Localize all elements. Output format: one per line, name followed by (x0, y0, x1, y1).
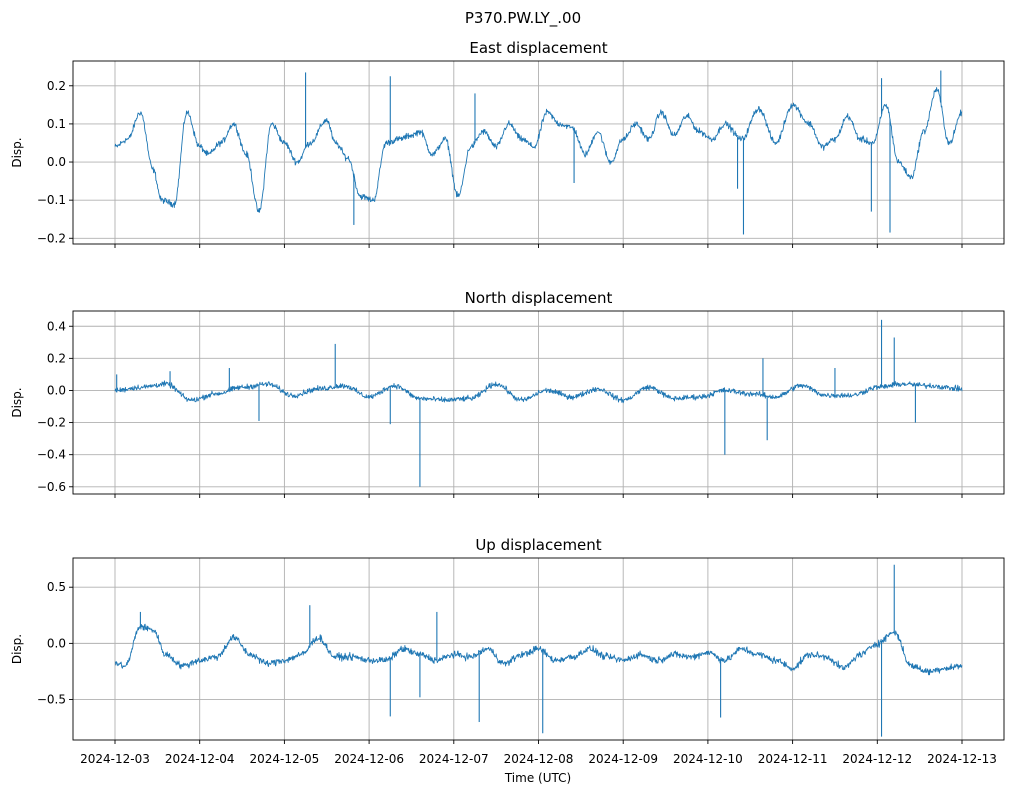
x-tick-label-0: 2024-12-03 (80, 752, 150, 766)
y-tick-label-5: 0.4 (47, 319, 66, 333)
x-tick-label-1: 2024-12-04 (165, 752, 235, 766)
series-line (114, 380, 963, 404)
x-tick-label-10: 2024-12-13 (927, 752, 997, 766)
y-axis-label: Disp. (10, 137, 24, 167)
subplot-title: North displacement (465, 289, 613, 307)
x-tick-label-8: 2024-12-11 (758, 752, 828, 766)
y-axis-label: Disp. (10, 634, 24, 664)
y-tick-label-3: 0.1 (47, 117, 66, 131)
y-tick-label-4: 0.2 (47, 351, 66, 365)
x-tick-label-3: 2024-12-06 (334, 752, 404, 766)
y-tick-label-2: −0.2 (37, 416, 66, 430)
y-tick-label-3: 0.0 (47, 383, 66, 397)
subplot-3: Up displacement −0.5 0.0 0.5 Disp. 2024-12-03… (10, 536, 1005, 766)
figure-title: P370.PW.LY_.00 (465, 9, 581, 28)
y-tick-label-1: 0.0 (47, 636, 66, 650)
subplot-title: East displacement (469, 39, 607, 57)
subplot-2: North displacement −0.6 −0.4 −0.2 0.0 0.2 0.4 D… (10, 289, 1005, 498)
x-tick-label-4: 2024-12-07 (419, 752, 489, 766)
subplots: East displacement−0.2−0.10.00.10.2Disp.N… (10, 39, 1005, 766)
y-tick-label-4: 0.2 (47, 79, 66, 93)
y-tick-label-1: −0.1 (37, 193, 66, 207)
y-axis-label: Disp. (10, 387, 24, 417)
series-line (115, 623, 963, 676)
subplot-title: Up displacement (475, 536, 601, 554)
x-tick-label-5: 2024-12-08 (504, 752, 574, 766)
x-tick-label-6: 2024-12-09 (588, 752, 658, 766)
y-tick-label-2: 0.0 (47, 155, 66, 169)
y-tick-label-0: −0.5 (37, 693, 66, 707)
x-tick-label-9: 2024-12-12 (842, 752, 912, 766)
y-tick-label-0: −0.6 (37, 480, 66, 494)
x-axis-label: Time (UTC) (504, 771, 571, 785)
x-tick-label-7: 2024-12-10 (673, 752, 743, 766)
series-line (114, 87, 963, 213)
y-tick-label-1: −0.4 (37, 448, 66, 462)
subplot-1: East displacement −0.2 −0.1 0.0 0.1 0.2 Disp. (10, 39, 1005, 248)
x-tick-label-2: 2024-12-05 (250, 752, 320, 766)
y-tick-label-2: 0.5 (47, 580, 66, 594)
y-tick-label-0: −0.2 (37, 231, 66, 245)
